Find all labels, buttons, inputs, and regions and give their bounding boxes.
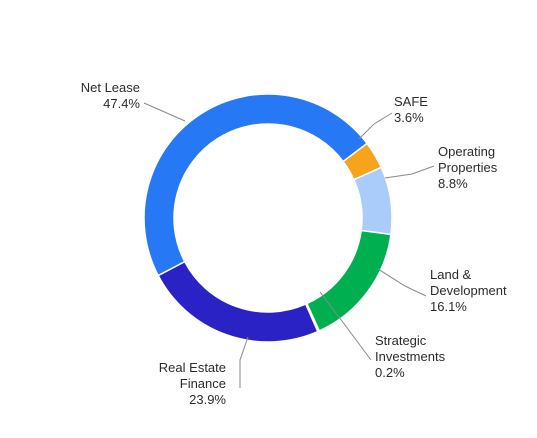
leader-line-real-estate-finance [239, 336, 249, 388]
data-label-strategic-investments: Strategic Investments 0.2% [375, 333, 446, 380]
slice-real-estate-finance [157, 260, 319, 343]
data-label-safe: SAFE 3.6% [394, 94, 428, 125]
leader-line-strategic-investments [319, 291, 372, 361]
data-label-line: SAFE [394, 94, 428, 109]
data-label-operating-properties: Operating Properties 8.8% [438, 144, 498, 191]
data-label-line: Real Estate [159, 360, 226, 375]
data-label-land-development: Land & Development 16.1% [430, 267, 507, 314]
data-label-line: 47.4% [103, 96, 140, 111]
data-label-line: 16.1% [430, 299, 467, 314]
slice-net-lease [143, 93, 369, 277]
leader-line-land-development [377, 268, 427, 297]
data-label-line: Development [430, 283, 507, 298]
leader-line-operating-properties [384, 165, 435, 179]
data-label-line: 0.2% [375, 365, 405, 380]
data-label-line: 3.6% [394, 110, 424, 125]
slice-land-development [305, 229, 392, 332]
data-label-line: Net Lease [81, 80, 140, 95]
data-label-line: Operating [438, 144, 495, 159]
data-label-line: Land & [430, 267, 472, 282]
leader-line-net-lease [143, 102, 186, 122]
data-label-line: Investments [375, 349, 446, 364]
data-label-line: 8.8% [438, 176, 468, 191]
data-label-net-lease: Net Lease 47.4% [81, 80, 141, 111]
data-label-line: Strategic [375, 333, 427, 348]
data-label-real-estate-finance: Real Estate Finance 23.9% [159, 360, 227, 407]
leader-line-safe [358, 112, 393, 140]
data-label-line: Finance [180, 376, 226, 391]
data-label-line: Properties [438, 160, 498, 175]
data-label-line: 23.9% [189, 392, 226, 407]
